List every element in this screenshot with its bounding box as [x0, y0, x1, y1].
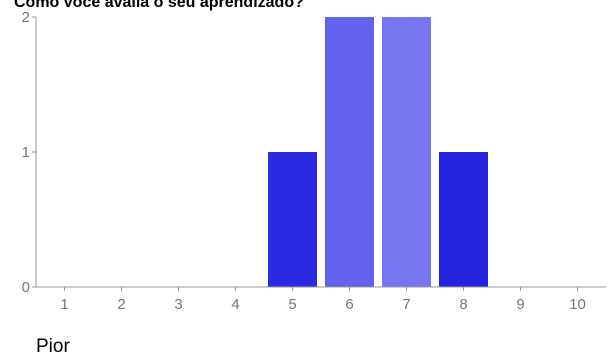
x-tick-label: 9 [516, 296, 524, 313]
axes-layer [35, 17, 606, 288]
bar-6 [325, 17, 374, 287]
bar-8 [439, 152, 488, 287]
x-tick-label: 4 [231, 296, 239, 313]
x-tick-label: 5 [288, 296, 296, 313]
x-tick-label: 8 [459, 296, 467, 313]
chart-title: Como você avalia o seu aprendizado? [14, 0, 304, 11]
bars-layer [268, 17, 488, 287]
y-axis-ticks: 0 1 2 [22, 9, 36, 296]
bar-5 [268, 152, 317, 287]
x-tick-label: 10 [569, 296, 586, 313]
y-tick-label: 0 [22, 279, 30, 296]
x-tick-label: 2 [117, 296, 125, 313]
x-tick-label: 7 [402, 296, 410, 313]
x-axis-ticks: 1 2 3 4 5 6 7 8 9 10 [60, 287, 586, 313]
x-tick-label: 3 [174, 296, 182, 313]
bar-7 [382, 17, 431, 287]
scale-low-label: Pior [36, 336, 70, 357]
y-tick-label: 2 [22, 9, 30, 26]
x-tick-label: 6 [345, 296, 353, 313]
x-tick-label: 1 [60, 296, 68, 313]
y-tick-label: 1 [22, 144, 30, 161]
